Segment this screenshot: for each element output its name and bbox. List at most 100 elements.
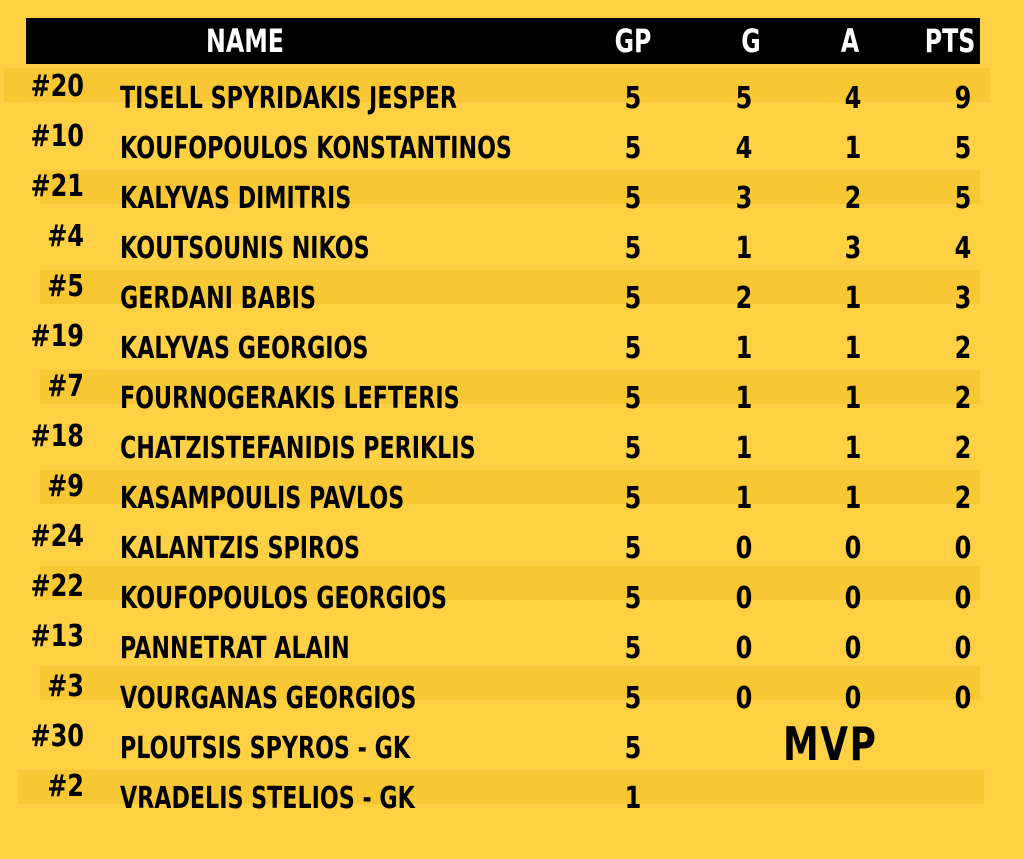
- games-played: 5: [624, 381, 642, 416]
- goals: 1: [735, 381, 753, 416]
- player-number: #4: [47, 219, 84, 254]
- goals: 0: [735, 631, 753, 666]
- games-played: 5: [624, 131, 642, 166]
- table-row: #24 KALANTZIS SPIROS 5 0 0 0: [0, 520, 1024, 570]
- player-number: #7: [47, 369, 84, 404]
- goals: 0: [735, 581, 753, 616]
- games-played: 5: [624, 531, 642, 566]
- player-number: #21: [30, 169, 84, 204]
- row-band: [18, 770, 984, 804]
- points: 0: [954, 681, 972, 716]
- assists: 4: [844, 81, 862, 116]
- games-played: 5: [624, 481, 642, 516]
- games-played: 5: [624, 681, 642, 716]
- assists: 0: [844, 531, 862, 566]
- player-name: KALYVAS GEORGIOS: [120, 331, 369, 366]
- player-name: KOUFOPOULOS KONSTANTINOS: [120, 131, 512, 166]
- points: 5: [954, 181, 972, 216]
- points: 4: [954, 231, 972, 266]
- column-header-gp: GP: [614, 22, 652, 60]
- player-name: KOUTSOUNIS NIKOS: [120, 231, 370, 266]
- points: 9: [954, 81, 972, 116]
- games-played: 5: [624, 431, 642, 466]
- table-row: #5 GERDANI BABIS 5 2 1 3: [0, 270, 1024, 320]
- goals: 1: [735, 481, 753, 516]
- row-band: [40, 470, 980, 504]
- points: 0: [954, 531, 972, 566]
- points: 5: [954, 131, 972, 166]
- table-row: #19 KALYVAS GEORGIOS 5 1 1 2: [0, 320, 1024, 370]
- table-row: #4 KOUTSOUNIS NIKOS 5 1 3 4: [0, 220, 1024, 270]
- table-row: #7 FOURNOGERAKIS LEFTERIS 5 1 1 2: [0, 370, 1024, 420]
- player-number: #22: [30, 569, 84, 604]
- table-row: #20 TISELL SPYRIDAKIS JESPER 5 5 4 9: [0, 70, 1024, 120]
- table-row: #13 PANNETRAT ALAIN 5 0 0 0: [0, 620, 1024, 670]
- row-band: [40, 566, 980, 600]
- assists: 1: [844, 381, 862, 416]
- goals: 2: [735, 281, 753, 316]
- player-number: #18: [30, 419, 84, 454]
- player-name: VOURGANAS GEORGIOS: [120, 681, 417, 716]
- player-name: KASAMPOULIS PAVLOS: [120, 481, 405, 516]
- row-band: [40, 270, 980, 304]
- goals: 1: [735, 431, 753, 466]
- goals: 1: [735, 231, 753, 266]
- games-played: 5: [624, 81, 642, 116]
- games-played: 1: [624, 781, 642, 816]
- assists: 3: [844, 231, 862, 266]
- assists: 2: [844, 181, 862, 216]
- games-played: 5: [624, 281, 642, 316]
- table-row: #9 KASAMPOULIS PAVLOS 5 1 1 2: [0, 470, 1024, 520]
- games-played: 5: [624, 581, 642, 616]
- goals: 0: [735, 531, 753, 566]
- player-number: #19: [30, 319, 84, 354]
- table-row: #3 VOURGANAS GEORGIOS 5 0 0 0: [0, 670, 1024, 720]
- points: 2: [954, 381, 972, 416]
- player-number: #20: [30, 69, 84, 104]
- player-number: #30: [30, 719, 84, 754]
- player-number: #9: [47, 469, 84, 504]
- player-name: KALYVAS DIMITRIS: [120, 181, 352, 216]
- player-number: #24: [30, 519, 84, 554]
- goals: 1: [735, 331, 753, 366]
- games-played: 5: [624, 731, 642, 766]
- goals: 5: [735, 81, 753, 116]
- column-header-g: G: [741, 22, 761, 60]
- column-header-pts: PTS: [924, 22, 976, 60]
- row-band: [40, 370, 980, 404]
- player-number: #3: [47, 669, 84, 704]
- row-band: [40, 170, 980, 204]
- assists: 1: [844, 431, 862, 466]
- table-row: #30 PLOUTSIS SPYROS - GK 5: [0, 720, 1024, 770]
- assists: 1: [844, 131, 862, 166]
- games-played: 5: [624, 631, 642, 666]
- points: 0: [954, 581, 972, 616]
- column-header-a: A: [840, 22, 860, 60]
- player-name: KALANTZIS SPIROS: [120, 531, 360, 566]
- points: 2: [954, 431, 972, 466]
- player-name: PANNETRAT ALAIN: [120, 631, 350, 666]
- points: 3: [954, 281, 972, 316]
- assists: 0: [844, 631, 862, 666]
- assists: 0: [844, 581, 862, 616]
- player-number: #5: [47, 269, 84, 304]
- assists: 0: [844, 681, 862, 716]
- mvp-label: MVP: [783, 717, 878, 771]
- row-band: [4, 68, 990, 102]
- games-played: 5: [624, 231, 642, 266]
- table-row: #2 VRADELIS STELIOS - GK 1: [0, 770, 1024, 820]
- row-band: [40, 666, 980, 700]
- points: 2: [954, 481, 972, 516]
- player-name: FOURNOGERAKIS LEFTERIS: [120, 381, 460, 416]
- player-number: #2: [47, 769, 84, 804]
- table-row: #18 CHATZISTEFANIDIS PERIKLIS 5 1 1 2: [0, 420, 1024, 470]
- games-played: 5: [624, 331, 642, 366]
- assists: 1: [844, 481, 862, 516]
- table-row: #10 KOUFOPOULOS KONSTANTINOS 5 4 1 5: [0, 120, 1024, 170]
- goals: 4: [735, 131, 753, 166]
- player-name: GERDANI BABIS: [120, 281, 316, 316]
- player-name: CHATZISTEFANIDIS PERIKLIS: [120, 431, 476, 466]
- table-row: #22 KOUFOPOULOS GEORGIOS 5 0 0 0: [0, 570, 1024, 620]
- player-name: TISELL SPYRIDAKIS JESPER: [120, 81, 458, 116]
- column-header-name: NAME: [206, 22, 284, 60]
